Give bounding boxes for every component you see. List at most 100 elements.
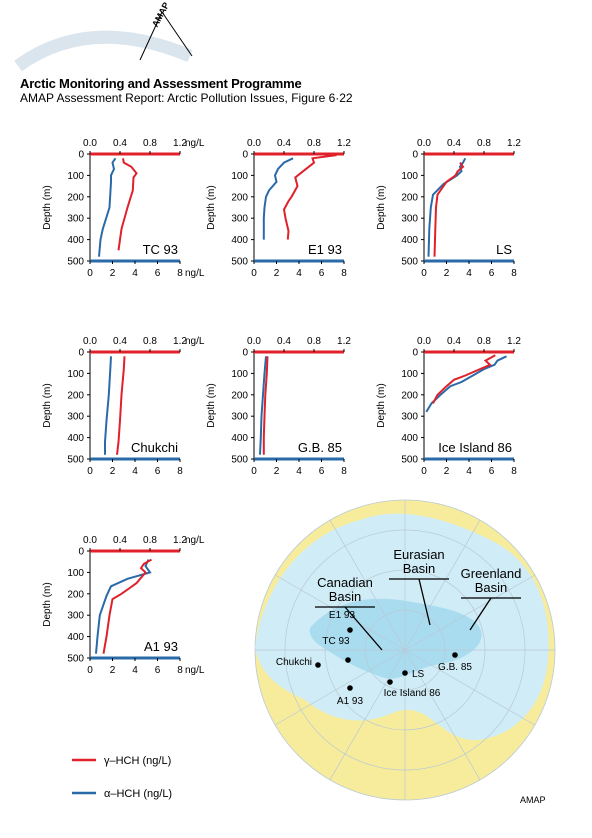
y-tick-label: 400 xyxy=(67,235,84,246)
bottom-tick-label: 6 xyxy=(155,268,161,279)
top-tick-label: 1.2 xyxy=(507,138,521,149)
y-axis-label: Depth (m) xyxy=(206,185,217,229)
bottom-tick-label: 2 xyxy=(274,466,280,477)
y-tick-label: 0 xyxy=(412,348,418,359)
latitude-circle xyxy=(364,609,446,691)
y-axis-label: Depth (m) xyxy=(42,185,53,229)
bottom-tick-label: 0 xyxy=(87,665,93,676)
bottom-axis-unit: ng/L xyxy=(185,665,205,676)
y-tick-label: 400 xyxy=(231,235,248,246)
y-tick-label: 300 xyxy=(67,611,84,622)
top-tick-label: 0.8 xyxy=(477,138,491,149)
top-tick-label: 0.8 xyxy=(307,336,321,347)
legend: γ–HCH (ng/L) α–HCH (ng/L) xyxy=(72,755,172,800)
meridian-line xyxy=(404,649,536,726)
meridian-line xyxy=(274,574,406,651)
station-label: E1 93 xyxy=(329,610,356,621)
station-label: LS xyxy=(412,669,425,680)
y-tick-label: 100 xyxy=(401,171,418,182)
basin-pointer xyxy=(469,597,492,631)
y-tick-label: 200 xyxy=(231,192,248,203)
basin-label-line2: Basin xyxy=(403,561,436,576)
panel-e193: 0 100 200 300 400 500 Depth (m) 0.0 0.4 0.8 1.2 0 2 4… xyxy=(206,138,351,279)
bottom-tick-label: 4 xyxy=(132,466,138,477)
station-dot xyxy=(347,685,353,691)
top-tick-label: 0.8 xyxy=(143,138,157,149)
basin-label-line1: Canadian xyxy=(317,575,373,590)
alpha-hch-line xyxy=(104,356,112,455)
gamma-hch-line xyxy=(282,154,337,240)
station-dot xyxy=(345,657,351,663)
station-label: A1 93 xyxy=(337,696,364,707)
bottom-tick-label: 8 xyxy=(511,466,517,477)
gamma-hch-line xyxy=(433,162,465,257)
top-tick-label: 0.0 xyxy=(417,138,431,149)
y-tick-label: 300 xyxy=(67,412,84,423)
y-tick-label: 200 xyxy=(67,192,84,203)
y-tick-label: 500 xyxy=(401,455,418,466)
greenland-basin-shape xyxy=(440,633,474,658)
bottom-tick-label: 8 xyxy=(177,665,183,676)
y-tick-label: 0 xyxy=(242,150,248,161)
station-label: TC 93 xyxy=(322,636,350,647)
y-tick-label: 100 xyxy=(67,568,84,579)
gamma-hch-line xyxy=(102,558,152,654)
top-tick-label: 0.8 xyxy=(477,336,491,347)
bottom-tick-label: 0 xyxy=(87,466,93,477)
y-tick-label: 100 xyxy=(67,369,84,380)
panel-gb85: 0 100 200 300 400 500 Depth (m) 0.0 0.4 0.8 1.2 0 2 4… xyxy=(206,336,351,477)
y-tick-label: 200 xyxy=(401,390,418,401)
bottom-tick-label: 8 xyxy=(341,268,347,279)
top-tick-label: 0.0 xyxy=(83,138,97,149)
gamma-hch-line xyxy=(117,158,138,251)
top-tick-label: 0.0 xyxy=(83,336,97,347)
bottom-tick-label: 2 xyxy=(444,466,450,477)
bottom-tick-label: 6 xyxy=(319,466,325,477)
station-label: Ice Island 86 xyxy=(384,688,441,699)
y-axis-label: Depth (m) xyxy=(42,582,53,626)
bottom-tick-label: 0 xyxy=(251,268,257,279)
bottom-tick-label: 6 xyxy=(489,268,495,279)
top-tick-label: 1.2 xyxy=(337,336,351,347)
bottom-tick-label: 8 xyxy=(341,466,347,477)
meridian-line xyxy=(404,574,536,651)
y-tick-label: 200 xyxy=(67,390,84,401)
station-dot xyxy=(347,627,353,633)
top-tick-label: 0.8 xyxy=(307,138,321,149)
y-tick-label: 300 xyxy=(231,214,248,225)
y-tick-label: 400 xyxy=(67,433,84,444)
central-basin xyxy=(309,598,482,679)
gamma-hch-line xyxy=(116,356,126,455)
top-tick-label: 1.2 xyxy=(173,535,187,546)
y-tick-label: 500 xyxy=(67,257,84,268)
panel-label: E1 93 xyxy=(308,242,342,257)
y-tick-label: 400 xyxy=(401,433,418,444)
basin-pointer xyxy=(418,578,431,626)
bottom-tick-label: 0 xyxy=(421,466,427,477)
y-tick-label: 200 xyxy=(401,192,418,203)
bottom-tick-label: 6 xyxy=(155,665,161,676)
basin-label-line1: Eurasian xyxy=(393,547,444,562)
alpha-hch-line xyxy=(95,559,152,654)
latitude-circle xyxy=(284,529,526,771)
top-tick-label: 0.4 xyxy=(113,336,127,347)
alpha-hch-line xyxy=(262,157,294,240)
bottom-tick-label: 6 xyxy=(489,466,495,477)
top-tick-label: 0.0 xyxy=(247,138,261,149)
basin-label-line1: Greenland xyxy=(461,566,522,581)
y-tick-label: 0 xyxy=(412,150,418,161)
top-axis-unit: ng/L xyxy=(185,336,205,347)
basin-label-line2: Basin xyxy=(329,589,362,604)
alpha-hch-line xyxy=(259,356,267,455)
top-tick-label: 0.4 xyxy=(447,336,461,347)
credit: AMAP xyxy=(520,795,546,805)
legend-label: γ–HCH (ng/L) xyxy=(104,755,171,767)
top-axis-unit: ng/L xyxy=(185,138,205,149)
y-tick-label: 400 xyxy=(401,235,418,246)
y-tick-label: 300 xyxy=(401,214,418,225)
top-tick-label: 0.8 xyxy=(143,336,157,347)
y-axis-label: Depth (m) xyxy=(42,383,53,427)
top-tick-label: 0.0 xyxy=(247,336,261,347)
